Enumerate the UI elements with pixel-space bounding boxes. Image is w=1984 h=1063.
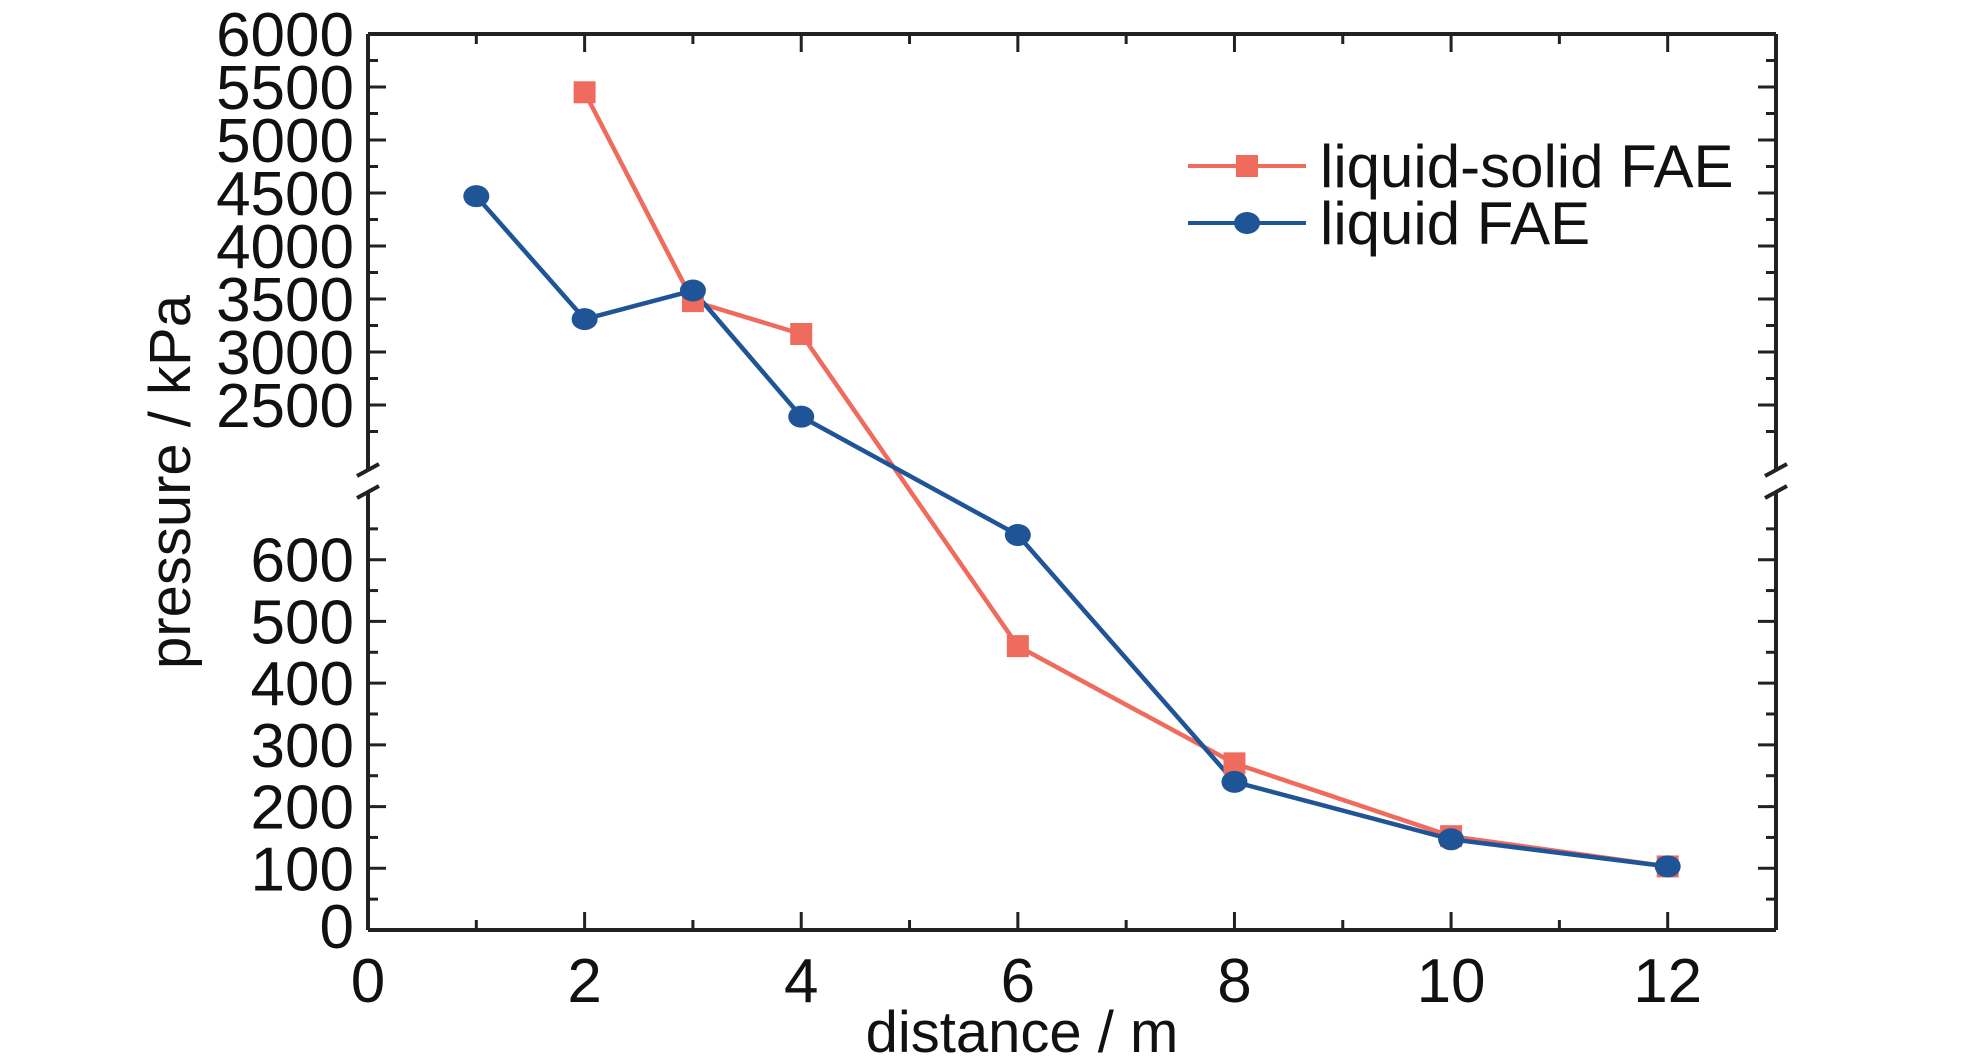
legend-label: liquid-solid FAE [1320, 133, 1734, 200]
axis-break-mark [1764, 484, 1788, 500]
data-point-circle [1654, 855, 1681, 878]
x-tick-label: 10 [1417, 947, 1486, 1016]
y-tick-label-lower: 400 [251, 650, 354, 719]
y-tick-label-lower: 600 [251, 527, 354, 596]
y-tick-label-lower: 500 [251, 588, 354, 657]
y-tick-label-upper: 3000 [216, 319, 354, 388]
y-tick-label-lower: 300 [251, 712, 354, 781]
data-point-square [790, 322, 813, 345]
x-tick-label: 12 [1633, 947, 1702, 1016]
legend-marker-circle [1234, 212, 1260, 234]
x-tick-label: 8 [1217, 947, 1251, 1016]
data-point-square [1006, 635, 1029, 658]
x-tick-label: 6 [1001, 947, 1035, 1016]
y-tick-label-upper: 2500 [216, 372, 354, 441]
y-axis-label: pressure / kPa [138, 294, 203, 669]
legend-marker-square [1236, 155, 1258, 177]
y-tick-label-upper: 6000 [216, 1, 354, 70]
y-tick-label-lower: 0 [320, 893, 354, 962]
y-tick-label-upper: 3500 [216, 266, 354, 335]
data-point-square [1223, 752, 1246, 775]
x-tick-label: 4 [784, 947, 818, 1016]
axis-break-mark [356, 462, 380, 478]
x-tick-label: 0 [351, 947, 385, 1016]
legend-label: liquid FAE [1320, 190, 1590, 257]
data-point-circle [679, 279, 706, 302]
y-tick-label-upper: 4000 [216, 213, 354, 282]
axis-break-mark [1764, 462, 1788, 478]
data-point-circle [571, 308, 598, 331]
y-tick-label-lower: 100 [251, 835, 354, 904]
data-point-square [573, 81, 596, 104]
x-tick-label: 2 [567, 947, 601, 1016]
x-axis-ticks: 0 2 4 6 8 10 12 [351, 34, 1702, 1016]
y-tick-label-upper: 5000 [216, 107, 354, 176]
y-axis-ticks: 1002003004005006000250030003500400045005… [216, 1, 1776, 962]
y-tick-label-lower: 200 [251, 774, 354, 843]
series-markers [463, 81, 1681, 878]
series-line-1 [474, 194, 1668, 869]
data-point-circle [1438, 828, 1465, 851]
plot-frame [356, 32, 1788, 932]
y-tick-label-upper: 4500 [216, 160, 354, 229]
data-point-circle [1004, 524, 1031, 547]
data-point-circle [788, 405, 815, 428]
axis-break-mark [356, 484, 380, 500]
y-tick-label-upper: 5500 [216, 54, 354, 123]
data-point-circle [463, 185, 490, 208]
data-point-circle [1221, 770, 1248, 793]
x-axis-label: distance / m [866, 1000, 1179, 1063]
